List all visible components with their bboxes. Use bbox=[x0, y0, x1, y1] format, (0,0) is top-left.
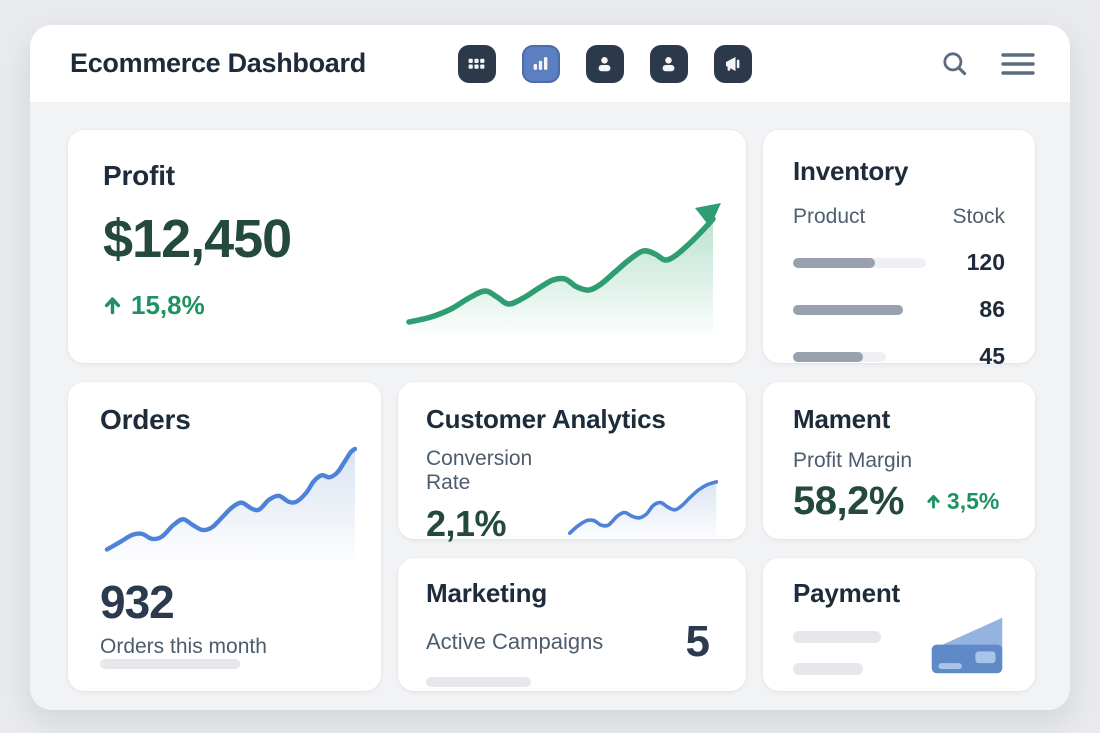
inventory-card: Inventory Product Stock 120 86 bbox=[763, 130, 1035, 369]
stock-value: 86 bbox=[979, 296, 1005, 322]
payment-card-title: Payment bbox=[793, 578, 900, 608]
column-stock: Stock bbox=[952, 205, 1005, 228]
user-icon-2 bbox=[663, 57, 675, 72]
bar-chart-icon bbox=[534, 57, 548, 70]
nav-icon-group bbox=[457, 44, 752, 83]
payment-skeleton-line bbox=[793, 663, 863, 675]
conversion-rate-value: 2,1% bbox=[426, 503, 507, 544]
stock-value: 120 bbox=[966, 249, 1005, 275]
header-actions bbox=[940, 49, 1036, 79]
orders-caption: Orders this month bbox=[100, 635, 267, 659]
inventory-row: 120 bbox=[793, 249, 1005, 276]
conversion-rate-label: Conversion Rate bbox=[426, 447, 533, 494]
customer-analytics-card: Customer Analytics Conversion Rate 2,1% bbox=[398, 382, 746, 544]
orders-card-title: Orders bbox=[100, 404, 191, 435]
profit-change-value: 15,8% bbox=[131, 290, 205, 320]
profit-card: Profit $12,450 15,8% bbox=[68, 130, 746, 363]
menu-button[interactable] bbox=[1000, 49, 1036, 79]
profit-change: 15,8% bbox=[103, 290, 403, 321]
header: Ecommerce Dashboard bbox=[30, 25, 1070, 103]
inventory-row: 45 bbox=[793, 343, 1005, 370]
page-title: Ecommerce Dashboard bbox=[70, 48, 366, 78]
mament-card-title: Mament bbox=[793, 404, 891, 434]
user-button[interactable] bbox=[585, 44, 624, 83]
arrow-up-icon bbox=[104, 297, 121, 315]
user-icon bbox=[599, 57, 611, 72]
search-icon bbox=[943, 51, 967, 75]
active-campaigns-label: Active Campaigns bbox=[426, 629, 604, 654]
hamburger-menu-icon bbox=[1001, 52, 1035, 75]
user-2-button[interactable] bbox=[649, 44, 688, 83]
marketing-progress-bar bbox=[426, 677, 531, 687]
profit-value: $12,450 bbox=[103, 209, 292, 269]
dashboard-grid: Profit $12,450 15,8% Inventory Product S… bbox=[30, 103, 1070, 710]
megaphone-button[interactable] bbox=[713, 44, 752, 83]
product-bar bbox=[793, 351, 863, 362]
column-product: Product bbox=[793, 205, 866, 228]
profit-trend-chart bbox=[406, 203, 721, 335]
arrow-up-icon bbox=[927, 494, 940, 509]
customer-analytics-title: Customer Analytics bbox=[426, 404, 666, 434]
inventory-card-title: Inventory bbox=[793, 156, 909, 186]
inventory-row: 86 bbox=[793, 296, 1005, 323]
orders-trend-chart bbox=[104, 446, 357, 562]
orders-value: 932 bbox=[100, 576, 175, 629]
dashboard-window: Ecommerce Dashboard bbox=[30, 25, 1070, 710]
profit-margin-value: 58,2% bbox=[793, 479, 904, 523]
mament-card: Mament Profit Margin 58,2% 3,5% bbox=[763, 382, 1035, 539]
marketing-card: Marketing Active Campaigns 5 bbox=[398, 558, 746, 691]
conversion-trend-chart bbox=[567, 480, 718, 540]
payment-skeleton-line bbox=[793, 631, 881, 643]
megaphone-icon bbox=[725, 56, 740, 71]
profit-margin-label: Profit Margin bbox=[793, 449, 913, 472]
search-button[interactable] bbox=[940, 49, 970, 79]
apps-grid-icon bbox=[469, 58, 485, 69]
orders-progress-bar bbox=[100, 659, 240, 669]
apps-grid-button[interactable] bbox=[457, 44, 496, 83]
bar-chart-button[interactable] bbox=[521, 44, 560, 83]
orders-card: Orders 932 Orders this month bbox=[68, 382, 381, 691]
product-bar-track bbox=[793, 351, 886, 362]
active-campaigns-value: 5 bbox=[685, 617, 710, 666]
product-bar bbox=[793, 304, 903, 315]
stock-value: 45 bbox=[979, 343, 1005, 369]
marketing-card-title: Marketing bbox=[426, 578, 548, 608]
product-bar-track bbox=[793, 304, 903, 315]
profit-margin-change: 3,5% bbox=[926, 488, 999, 515]
credit-card-icon bbox=[931, 617, 1003, 674]
payment-card: Payment bbox=[763, 558, 1035, 691]
inventory-table-header: Product Stock bbox=[793, 205, 1005, 229]
profit-margin-change-value: 3,5% bbox=[946, 488, 1000, 514]
profit-card-title: Profit bbox=[103, 160, 175, 191]
product-bar-track bbox=[793, 257, 926, 268]
product-bar bbox=[793, 257, 875, 268]
